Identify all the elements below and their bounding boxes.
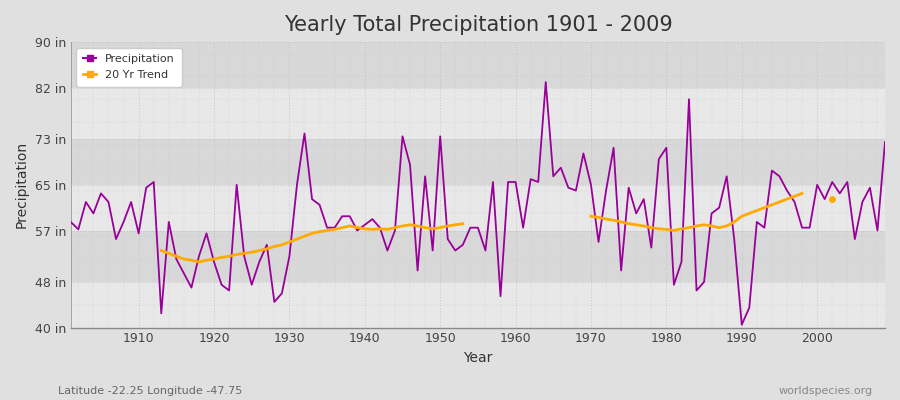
Text: worldspecies.org: worldspecies.org: [778, 386, 873, 396]
Bar: [71, 139, 885, 185]
Text: Latitude -22.25 Longitude -47.75: Latitude -22.25 Longitude -47.75: [58, 386, 243, 396]
Bar: [71, 88, 885, 139]
Legend: Precipitation, 20 Yr Trend: Precipitation, 20 Yr Trend: [76, 48, 182, 86]
Bar: [71, 185, 885, 230]
Bar: [71, 282, 885, 328]
Bar: [71, 230, 885, 282]
X-axis label: Year: Year: [464, 351, 492, 365]
Bar: [71, 42, 885, 88]
Title: Yearly Total Precipitation 1901 - 2009: Yearly Total Precipitation 1901 - 2009: [284, 15, 672, 35]
Y-axis label: Precipitation: Precipitation: [15, 141, 29, 228]
